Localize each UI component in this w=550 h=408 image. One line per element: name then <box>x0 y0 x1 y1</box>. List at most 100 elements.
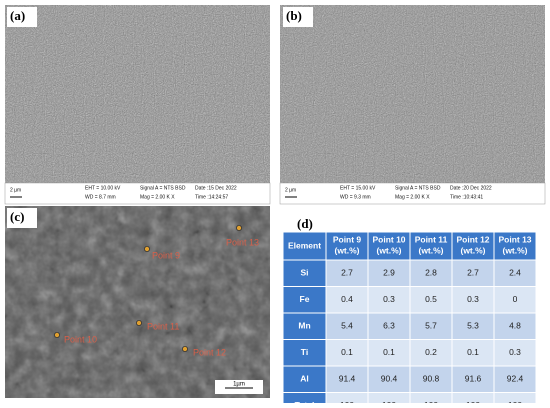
signal: Signal A = NTS BSD <box>140 185 186 191</box>
point-label: Point 13 <box>226 237 259 247</box>
row-header-text: Mn <box>298 321 310 331</box>
scale-label: 1µm <box>233 382 245 388</box>
panel-label: (d) <box>297 216 313 231</box>
row-header-cell <box>282 339 327 367</box>
header-cell <box>367 231 411 261</box>
cell <box>409 259 453 287</box>
cell <box>325 312 369 340</box>
header-text: Element <box>288 240 321 250</box>
date: Date :15 Dec 2022 <box>195 185 237 191</box>
cell-text: 2.8 <box>425 268 437 278</box>
cell-text: 4.8 <box>509 321 521 331</box>
cell-text: 92.4 <box>507 374 524 384</box>
cell-text: 0.3 <box>383 294 395 304</box>
panel-label: (a) <box>10 8 25 23</box>
header-text: Point 12 <box>456 234 489 244</box>
header-cell <box>451 231 495 261</box>
row-header-text: Si <box>300 268 308 278</box>
header-text: (wt.%) <box>334 245 359 255</box>
row-header-cell <box>282 259 327 287</box>
cell <box>367 312 411 340</box>
cell <box>493 286 537 314</box>
label-box <box>283 7 313 27</box>
point-label: Point 11 <box>147 321 179 331</box>
label-box <box>7 208 37 228</box>
cell <box>409 286 453 314</box>
point-marker <box>143 245 150 252</box>
sem-texture-a <box>5 5 270 183</box>
info-bar-a <box>4 182 271 205</box>
point-marker <box>235 224 242 231</box>
panel-label: (b) <box>286 8 302 23</box>
info-bar-b <box>279 182 546 205</box>
wd: WD = 9.3 mm <box>340 194 371 200</box>
scale-label: 2 µm <box>10 187 21 193</box>
cell <box>325 259 369 287</box>
cell-text: 5.7 <box>425 321 437 331</box>
header-text: (wt.%) <box>418 245 443 255</box>
mag: Mag = 2.00 K X <box>140 194 175 200</box>
scale-label: 2 µm <box>285 187 296 193</box>
cell-text: 0.1 <box>341 347 353 357</box>
header-text: Point 9 <box>333 234 362 244</box>
eht: EHT = 15.00 kV <box>340 185 376 191</box>
cell-text: 0.3 <box>509 347 521 357</box>
cell-text: 0.1 <box>467 347 479 357</box>
row-header-text: Al <box>300 374 309 384</box>
cell-text: 91.6 <box>465 374 482 384</box>
cell <box>493 259 537 287</box>
time: Time :10:43:41 <box>450 194 483 200</box>
row-header-text: Fe <box>300 294 310 304</box>
cell-text: 2.7 <box>341 268 353 278</box>
cell-text: 0.2 <box>425 347 437 357</box>
cell <box>409 365 453 393</box>
cell <box>367 259 411 287</box>
cell-text: 2.4 <box>509 268 521 278</box>
header-cell <box>409 231 453 261</box>
cell-text: 2.9 <box>383 268 395 278</box>
scale-box <box>215 380 263 394</box>
cell-text: 2.7 <box>467 268 479 278</box>
sem-texture-c <box>5 206 270 398</box>
cell-text: 0.1 <box>383 347 395 357</box>
cell-text: 90.4 <box>381 374 398 384</box>
row-header-text: Ti <box>301 347 308 357</box>
signal: Signal A = NTS BSD <box>395 185 441 191</box>
cell-text: 0.4 <box>341 294 353 304</box>
cell-text: 90.8 <box>423 374 440 384</box>
row-header-cell <box>282 286 327 314</box>
point-marker <box>54 331 61 338</box>
point-marker <box>181 345 188 352</box>
point-label: Point 12 <box>193 347 226 357</box>
cell-text: 91.4 <box>339 374 356 384</box>
date: Date :20 Dec 2022 <box>450 185 492 191</box>
mag: Mag = 2.00 K X <box>395 194 430 200</box>
header-text: (wt.%) <box>502 245 527 255</box>
header-text: (wt.%) <box>460 245 485 255</box>
row-header-cell <box>282 312 327 340</box>
header-text: Point 13 <box>498 234 531 244</box>
cell-text: 5.3 <box>467 321 479 331</box>
cell-text: 6.3 <box>383 321 395 331</box>
cell-text: 0 <box>513 294 518 304</box>
panel-label: (c) <box>10 209 24 224</box>
sem-texture-b <box>280 5 545 183</box>
header-text: (wt.%) <box>376 245 401 255</box>
point-marker <box>135 319 142 326</box>
time: Time :14:24:57 <box>195 194 228 200</box>
eht: EHT = 10.00 kV <box>85 185 121 191</box>
header-text: Point 11 <box>415 234 448 244</box>
cell <box>325 286 369 314</box>
cell <box>493 365 537 393</box>
cell-text: 5.4 <box>341 321 353 331</box>
cell <box>451 259 495 287</box>
point-label: Point 10 <box>64 334 97 344</box>
cell-text: 0.5 <box>425 294 437 304</box>
cell <box>367 365 411 393</box>
point-label: Point 9 <box>152 250 180 260</box>
header-text: Point 10 <box>372 234 405 244</box>
label-box <box>7 7 37 27</box>
wd: WD = 8.7 mm <box>85 194 116 200</box>
cell-text: 0.3 <box>467 294 479 304</box>
